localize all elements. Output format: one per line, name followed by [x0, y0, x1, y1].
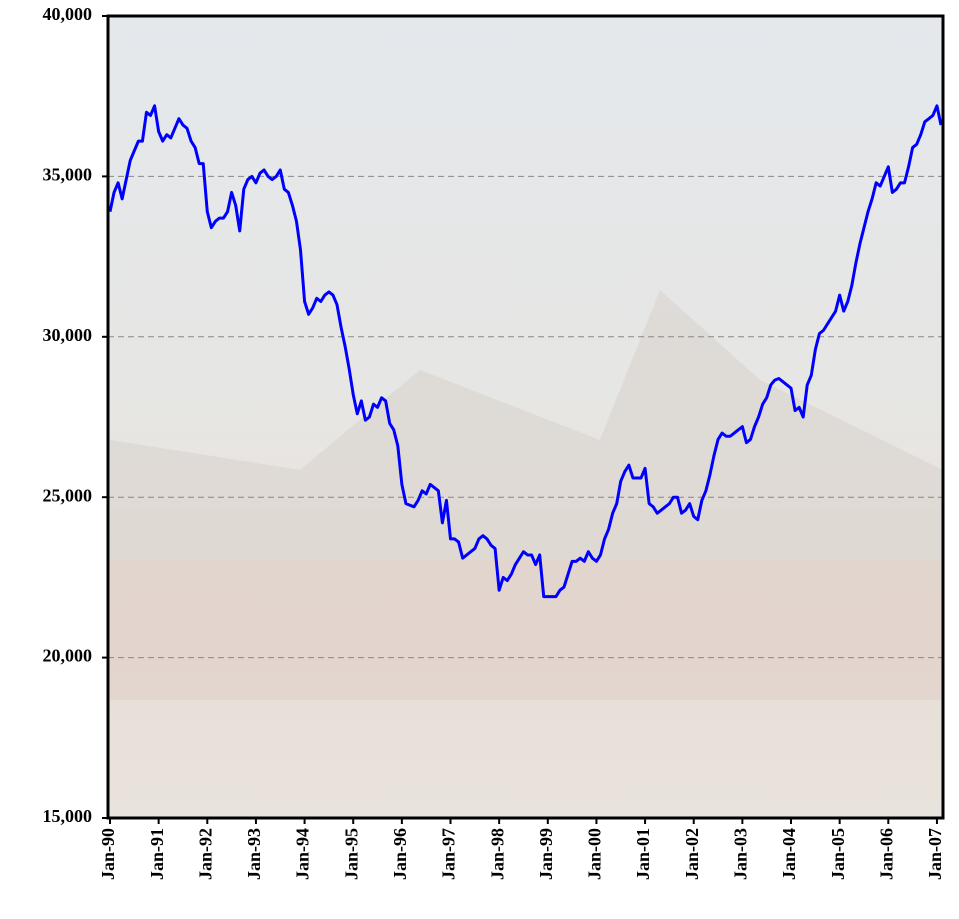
grid: [108, 175, 943, 659]
x-tick-label: Jan-90: [98, 828, 118, 880]
x-tick-label: Jan-97: [439, 828, 459, 880]
x-tick-label: Jan-99: [536, 828, 556, 880]
x-tick-label: Jan-96: [390, 828, 410, 880]
x-tick-label: Jan-07: [925, 828, 945, 880]
x-tick-label: Jan-05: [828, 828, 848, 880]
x-tick-label: Jan-98: [487, 828, 507, 880]
x-tick-label: Jan-94: [293, 828, 313, 880]
x-tick-label: Jan-06: [876, 828, 896, 880]
x-tick-label: Jan-95: [341, 828, 361, 880]
y-tick-label: 25,000: [43, 485, 93, 505]
y-tick-label: 40,000: [43, 4, 93, 24]
x-tick-label: Jan-92: [195, 828, 215, 880]
axis-labels: 15,000 20,000 25,000 30,000 35,000 40,000 Jan-…: [43, 4, 946, 880]
x-tick-label: Jan-93: [244, 828, 264, 880]
x-tick-label: Jan-04: [779, 828, 799, 880]
x-tick-label: Jan-01: [633, 828, 653, 880]
y-tick-label: 30,000: [43, 325, 93, 345]
x-tick-label: Jan-91: [147, 828, 167, 880]
x-tick-label: Jan-03: [730, 828, 750, 880]
x-tick-label: Jan-02: [682, 828, 702, 880]
y-tick-label: 15,000: [43, 806, 93, 826]
y-tick-label: 35,000: [43, 165, 93, 185]
y-tick-label: 20,000: [43, 646, 93, 666]
line-series: [108, 104, 943, 599]
series: [108, 104, 943, 599]
background-scene: [110, 290, 943, 818]
x-tick-label: Jan-00: [585, 828, 605, 880]
plot-border: [106, 14, 945, 820]
